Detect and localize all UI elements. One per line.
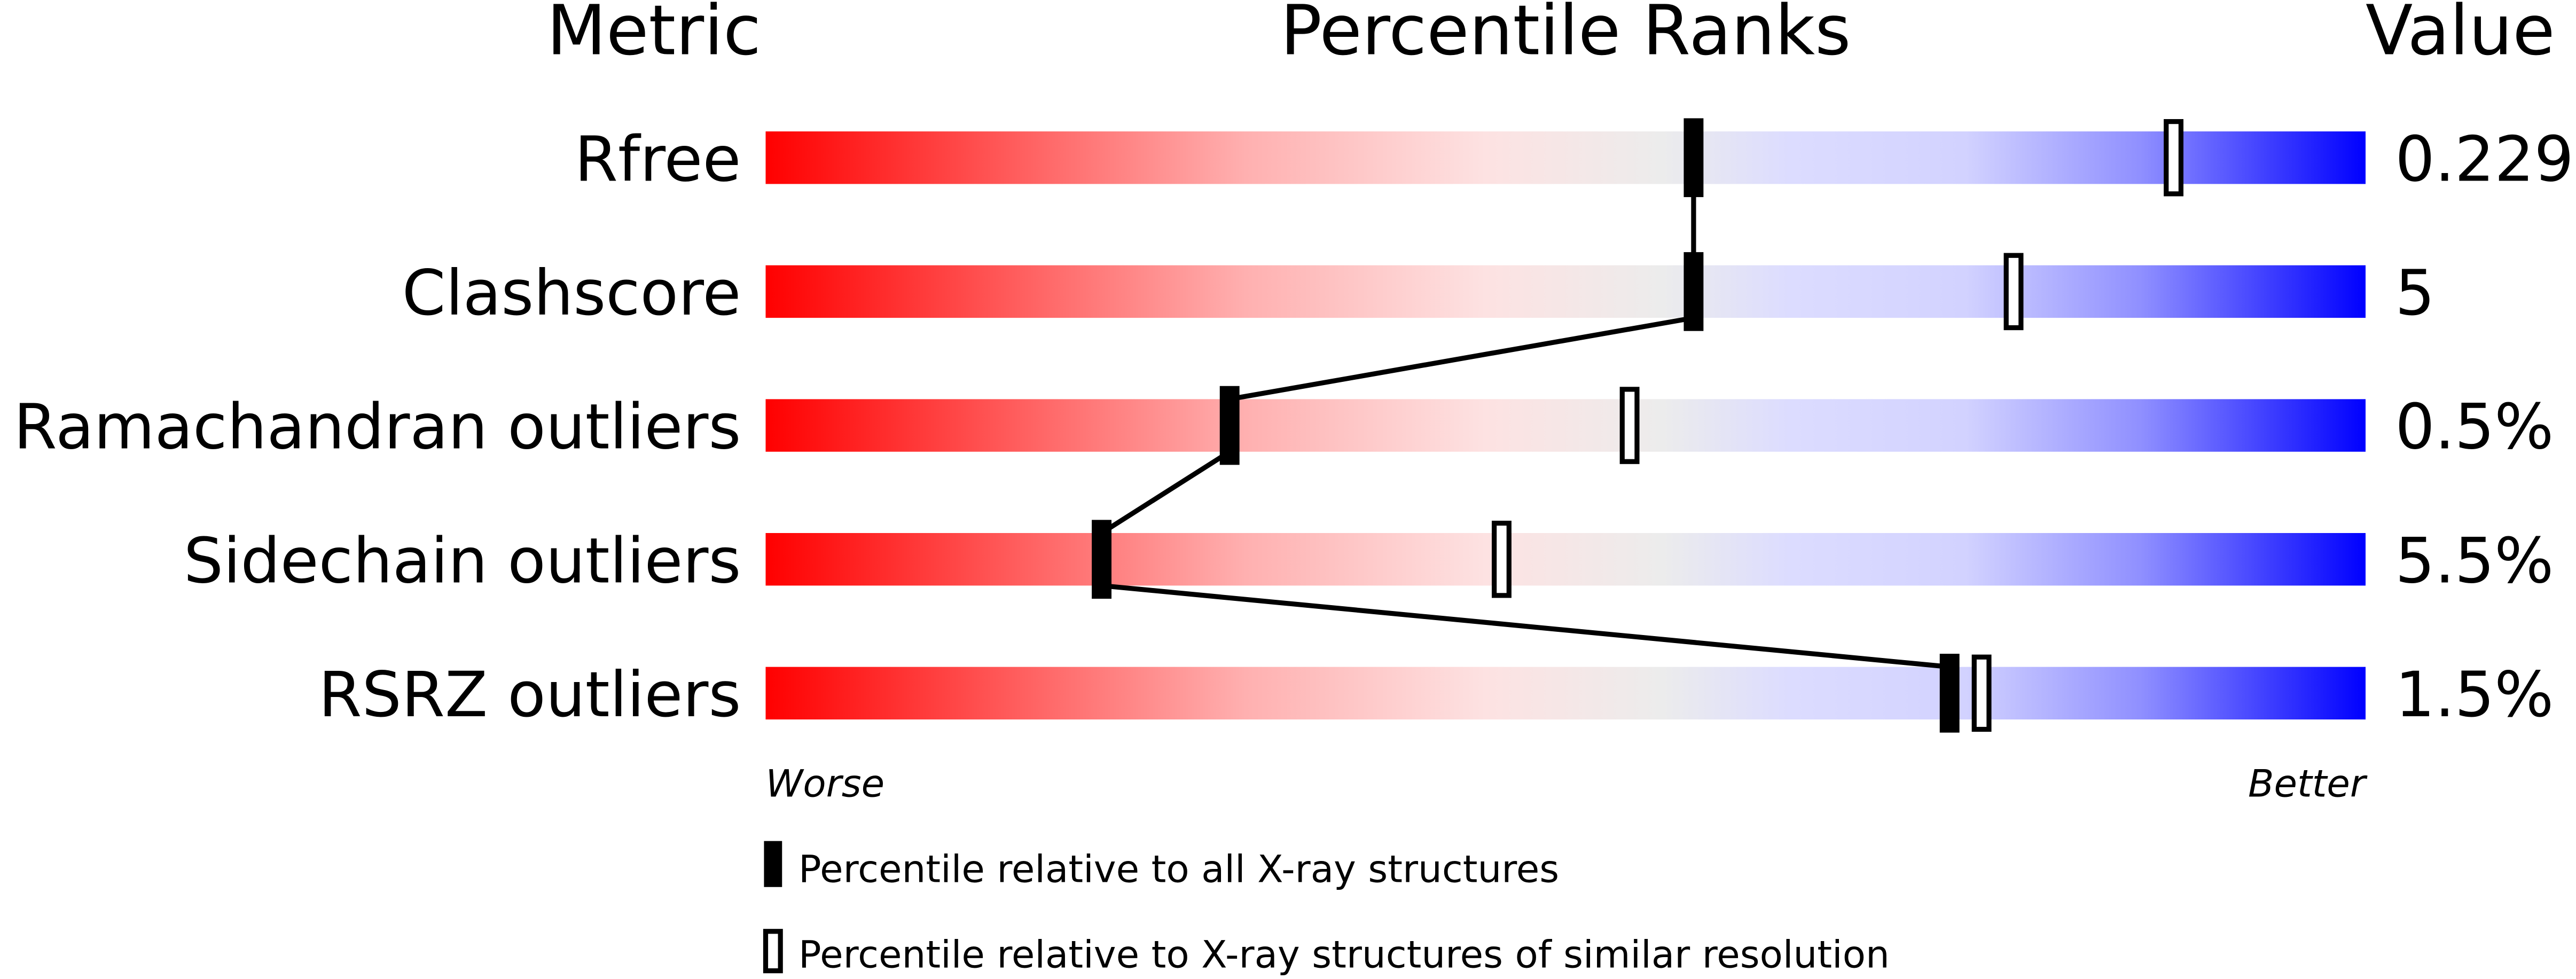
- marker-all-structures: [1684, 118, 1704, 198]
- legend-label-all: Percentile relative to all X-ray structu…: [798, 847, 1559, 891]
- metric-label: RSRZ outliers: [318, 659, 741, 731]
- axis-label-worse: Worse: [765, 762, 884, 806]
- marker-similar-resolution: [1491, 520, 1512, 598]
- marker-all-structures: [1939, 654, 1960, 733]
- marker-similar-resolution: [1619, 387, 1640, 464]
- marker-similar-resolution: [2164, 119, 2184, 197]
- legend-open-marker: [763, 929, 783, 974]
- marker-all-structures: [1092, 520, 1112, 599]
- axis-label-better: Better: [2248, 762, 2368, 806]
- metric-value: 5.5%: [2395, 524, 2554, 597]
- header-metric: Metric: [547, 0, 762, 71]
- percentile-bar: [765, 533, 2366, 586]
- metric-label: Rfree: [575, 123, 741, 195]
- marker-similar-resolution: [2003, 253, 2024, 331]
- marker-all-structures: [1219, 386, 1240, 465]
- metric-label: Clashscore: [402, 257, 741, 330]
- percentile-bar: [765, 667, 2366, 720]
- metric-label: Sidechain outliers: [184, 524, 741, 597]
- connector-line: [1229, 315, 1694, 402]
- marker-all-structures: [1684, 252, 1704, 331]
- marker-similar-resolution: [1971, 654, 1992, 732]
- connector-line: [1100, 449, 1231, 535]
- header-percentile-ranks: Percentile Ranks: [1280, 0, 1851, 71]
- metric-value: 5: [2395, 257, 2434, 330]
- header-value: Value: [2366, 0, 2555, 71]
- metric-value: 0.229: [2395, 123, 2574, 195]
- metric-value: 0.5%: [2395, 391, 2554, 464]
- percentile-bar: [765, 265, 2366, 318]
- connector-line: [1101, 583, 1950, 670]
- percentile-bar: [765, 131, 2366, 184]
- legend-filled-marker: [764, 841, 782, 887]
- metric-value: 1.5%: [2395, 659, 2554, 731]
- legend-label-similar: Percentile relative to X-ray structures …: [798, 932, 1890, 976]
- metric-label: Ramachandran outliers: [13, 391, 741, 464]
- percentile-bar: [765, 399, 2366, 452]
